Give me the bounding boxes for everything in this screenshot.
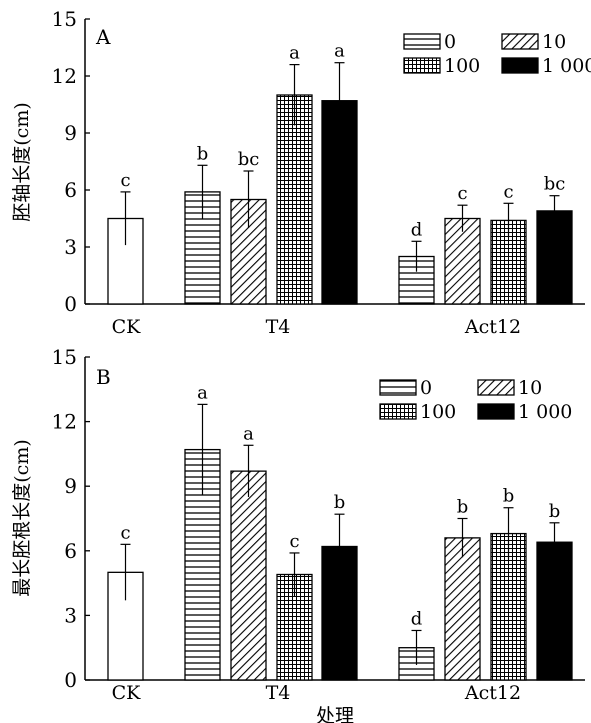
legend-label: 100: [420, 401, 456, 423]
legend-label: 10: [518, 377, 542, 399]
significance-letter: b: [197, 143, 209, 164]
bar: [490, 532, 527, 681]
significance-letter: c: [120, 522, 130, 543]
legend-swatch: [379, 379, 417, 396]
legend-swatch: [501, 33, 539, 50]
y-tick-label: 9: [64, 121, 77, 145]
y-tick-label: 15: [52, 345, 77, 369]
significance-letter: c: [457, 183, 467, 204]
category-label: Act12: [464, 682, 521, 704]
legend-label: 0: [444, 31, 456, 53]
legend: 0 10 100 1 000: [379, 377, 572, 423]
bar: [444, 217, 481, 305]
y-tick-label: 3: [64, 603, 77, 627]
legend-swatch: [501, 57, 539, 74]
bar: [444, 537, 481, 681]
significance-letter: c: [120, 170, 130, 191]
legend-swatch: [379, 403, 417, 420]
legend-swatch: [477, 403, 515, 420]
panel-B: 0 3 6 9 12 15 CK T4 Act12 最长胚根长度(cm) 处理 Bc a a c b d b b b 0…: [11, 345, 585, 723]
y-tick-label: 3: [64, 235, 77, 259]
category-label: CK: [112, 682, 142, 704]
significance-letter: b: [503, 486, 515, 507]
y-tick-label: 9: [64, 474, 77, 498]
significance-letter: b: [549, 501, 561, 522]
legend-label: 0: [420, 377, 432, 399]
y-tick-label: 6: [64, 178, 77, 202]
bar: [276, 94, 313, 305]
y-tick-label: 15: [52, 7, 77, 31]
legend-swatch: [403, 33, 441, 50]
significance-letter: c: [289, 531, 299, 552]
legend-swatch: [403, 57, 441, 74]
significance-letter: bc: [238, 149, 260, 170]
bar: [230, 470, 267, 681]
legend-label: 1 000: [542, 55, 591, 77]
significance-letter: b: [457, 497, 469, 518]
y-tick-label: 0: [64, 668, 77, 692]
y-axis-title: 胚轴长度(cm): [11, 102, 33, 221]
category-label: T4: [266, 316, 291, 338]
y-axis-title: 最长胚根长度(cm): [11, 439, 33, 596]
y-tick-label: 12: [52, 64, 77, 88]
legend-swatch: [477, 379, 515, 396]
bar: [536, 541, 573, 681]
legend-label: 100: [444, 55, 480, 77]
category-label: Act12: [464, 316, 521, 338]
significance-letter: a: [197, 382, 208, 403]
panel-letter: B: [96, 365, 111, 389]
category-label: T4: [266, 682, 291, 704]
bar: [536, 210, 573, 305]
significance-letter: a: [334, 41, 345, 62]
panel-letter: A: [95, 25, 111, 49]
significance-letter: c: [503, 181, 513, 202]
significance-letter: a: [243, 423, 254, 444]
significance-letter: d: [411, 219, 423, 240]
significance-letter: d: [411, 608, 423, 629]
category-label: CK: [112, 316, 142, 338]
y-tick-label: 6: [64, 539, 77, 563]
y-tick-label: 12: [52, 410, 77, 434]
y-tick-label: 0: [64, 292, 77, 316]
legend-label: 10: [542, 31, 566, 53]
significance-letter: bc: [544, 174, 566, 195]
x-axis-title: 处理: [316, 705, 354, 723]
legend-label: 1 000: [518, 401, 572, 423]
significance-letter: a: [289, 43, 300, 64]
legend: 0 10 100 1 000: [403, 31, 591, 77]
significance-letter: b: [334, 492, 346, 513]
